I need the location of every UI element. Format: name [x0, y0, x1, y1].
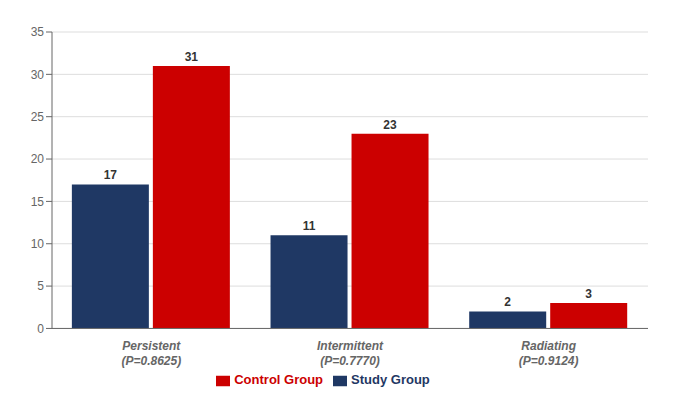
svg-text:5: 5	[37, 279, 44, 293]
svg-text:17: 17	[104, 168, 118, 182]
svg-text:10: 10	[31, 237, 45, 251]
svg-text:3: 3	[585, 287, 592, 301]
svg-text:Persistent(P=0.8625): Persistent(P=0.8625)	[121, 339, 181, 368]
svg-text:0: 0	[37, 322, 44, 336]
svg-text:31: 31	[185, 50, 199, 64]
svg-text:30: 30	[31, 68, 45, 82]
svg-text:23: 23	[383, 118, 397, 132]
html-text:Control Group: Control Group	[234, 372, 323, 388]
svg-text:Intermittent(P=0.7770): Intermittent(P=0.7770)	[317, 339, 384, 368]
svg-text:35: 35	[31, 25, 45, 39]
svg-text:20: 20	[31, 152, 45, 166]
svg-text:15: 15	[31, 195, 45, 209]
svg-text:2: 2	[504, 295, 511, 309]
svg-text:11: 11	[303, 219, 316, 233]
svg-text:Radiating(P=0.9124): Radiating(P=0.9124)	[519, 339, 579, 368]
html-text:Study Group: Study Group	[351, 372, 430, 388]
svg-text:25: 25	[31, 110, 45, 124]
